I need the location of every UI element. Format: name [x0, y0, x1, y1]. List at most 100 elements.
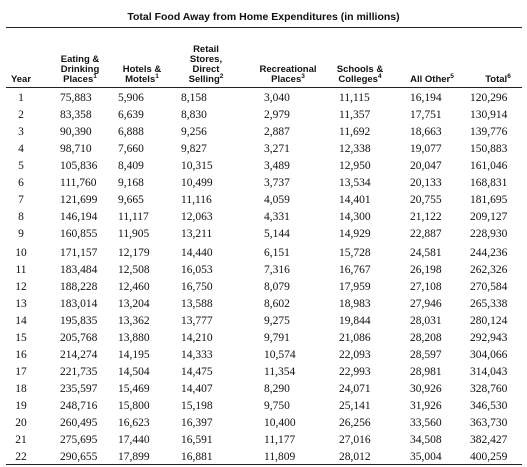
value-cell: 346,530 [470, 400, 508, 412]
value-cell: 75,883 [60, 92, 92, 104]
value-cell: 14,195 [118, 349, 150, 361]
table-row: 9 160,855 11,905 13,211 5,144 14,929 22,887 228… [6, 226, 522, 243]
value-cell: 221,735 [60, 366, 98, 378]
value-cell: 17,440 [118, 434, 150, 446]
value-cell: 120,296 [470, 92, 508, 104]
year-cell: 14 [15, 315, 27, 327]
value-cell: 10,574 [264, 349, 296, 361]
header-schools-colleges: Schools & Colleges4 [328, 65, 392, 85]
year-cell: 22 [15, 451, 27, 463]
header-rule [6, 87, 522, 88]
value-cell: 16,397 [181, 417, 213, 429]
year-cell: 5 [18, 160, 24, 172]
value-cell: 13,211 [181, 228, 213, 240]
value-cell: 8,079 [264, 281, 290, 293]
value-cell: 15,469 [118, 383, 150, 395]
header-all-other: All Other5 [400, 72, 464, 85]
value-cell: 15,728 [339, 247, 371, 259]
value-cell: 304,066 [470, 349, 508, 361]
value-cell: 12,508 [118, 264, 150, 276]
year-cell: 11 [15, 264, 27, 276]
value-cell: 14,210 [181, 332, 213, 344]
value-cell: 27,016 [339, 434, 371, 446]
value-cell: 14,300 [339, 211, 371, 223]
value-cell: 15,800 [118, 400, 150, 412]
table-row: 11 183,484 12,508 16,053 7,316 16,767 26,198 26… [6, 262, 522, 279]
table-row: 14 195,835 13,362 13,777 9,275 19,844 28,031 28… [6, 313, 522, 330]
value-cell: 171,157 [60, 247, 98, 259]
value-cell: 13,588 [181, 298, 213, 310]
value-cell: 205,768 [60, 332, 98, 344]
value-cell: 188,228 [60, 281, 98, 293]
value-cell: 5,906 [118, 92, 144, 104]
header-line: Colleges [338, 74, 378, 85]
value-cell: 28,597 [410, 349, 442, 361]
value-cell: 24,071 [339, 383, 371, 395]
value-cell: 228,930 [470, 228, 508, 240]
value-cell: 111,760 [60, 177, 97, 189]
value-cell: 3,737 [264, 177, 290, 189]
table-row: 19 248,716 15,800 15,198 9,750 25,141 31,926 34… [6, 398, 522, 415]
value-cell: 121,699 [60, 194, 98, 206]
value-cell: 11,115 [339, 92, 370, 104]
year-cell: 7 [18, 194, 24, 206]
value-cell: 248,716 [60, 400, 98, 412]
year-cell: 18 [15, 383, 27, 395]
value-cell: 26,198 [410, 264, 442, 276]
value-cell: 13,534 [339, 177, 371, 189]
table-row: 1 75,883 5,906 8,158 3,040 11,115 16,194 120,29… [6, 90, 522, 107]
value-cell: 24,581 [410, 247, 442, 259]
value-cell: 7,316 [264, 264, 290, 276]
header-year: Year [6, 75, 36, 85]
year-cell: 2 [18, 109, 24, 121]
table-row: 21 275,695 17,440 16,591 11,177 27,016 34,508 3… [6, 432, 522, 449]
value-cell: 12,179 [118, 247, 150, 259]
year-cell: 12 [15, 281, 27, 293]
value-cell: 15,198 [181, 400, 213, 412]
value-cell: 209,127 [470, 211, 508, 223]
value-cell: 21,122 [410, 211, 442, 223]
value-cell: 262,326 [470, 264, 508, 276]
value-cell: 4,059 [264, 194, 290, 206]
value-cell: 28,012 [339, 451, 371, 463]
value-cell: 6,151 [264, 247, 290, 259]
value-cell: 11,117 [118, 211, 149, 223]
value-cell: 14,475 [181, 366, 213, 378]
value-cell: 183,014 [60, 298, 98, 310]
table-row: 13 183,014 13,204 13,588 8,602 18,983 27,946 26… [6, 296, 522, 313]
value-cell: 11,905 [118, 228, 150, 240]
value-cell: 292,943 [470, 332, 508, 344]
value-cell: 27,108 [410, 281, 442, 293]
value-cell: 9,827 [181, 143, 207, 155]
value-cell: 20,133 [410, 177, 442, 189]
value-cell: 400,259 [470, 451, 508, 463]
table-row: 5 105,836 8,409 10,315 3,489 12,950 20,047 161,… [6, 158, 522, 175]
value-cell: 130,914 [470, 109, 508, 121]
value-cell: 22,093 [339, 349, 371, 361]
value-cell: 11,177 [264, 434, 296, 446]
value-cell: 11,354 [264, 366, 296, 378]
value-cell: 9,275 [264, 315, 290, 327]
value-cell: 13,880 [118, 332, 150, 344]
value-cell: 3,489 [264, 160, 290, 172]
value-cell: 13,362 [118, 315, 150, 327]
value-cell: 9,750 [264, 400, 290, 412]
value-cell: 11,809 [264, 451, 296, 463]
value-cell: 16,591 [181, 434, 213, 446]
value-cell: 168,831 [470, 177, 508, 189]
footnote-mark: 5 [450, 72, 454, 80]
header-line: Direct [192, 64, 220, 75]
year-cell: 19 [15, 400, 27, 412]
year-cell: 6 [18, 177, 24, 189]
value-cell: 17,959 [339, 281, 371, 293]
table-row: 12 188,228 12,460 16,750 8,079 17,959 27,108 27… [6, 279, 522, 296]
header-line: Recreational [259, 64, 317, 75]
value-cell: 382,427 [470, 434, 508, 446]
value-cell: 17,751 [410, 109, 442, 121]
value-cell: 8,830 [181, 109, 207, 121]
value-cell: 14,504 [118, 366, 150, 378]
value-cell: 260,495 [60, 417, 98, 429]
value-cell: 13,777 [181, 315, 213, 327]
value-cell: 244,236 [470, 247, 508, 259]
value-cell: 9,256 [181, 126, 207, 138]
